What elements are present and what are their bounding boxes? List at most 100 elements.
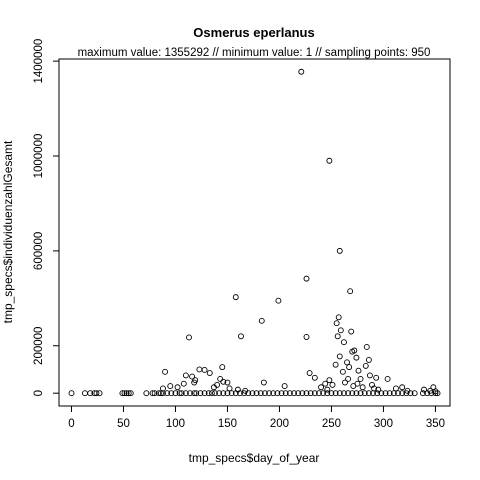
data-point — [344, 359, 351, 366]
data-point — [363, 343, 370, 350]
data-point — [359, 384, 366, 391]
data-point — [357, 390, 364, 397]
data-point — [411, 390, 418, 397]
data-point — [334, 333, 341, 340]
data-point — [339, 368, 346, 375]
data-point — [167, 383, 174, 390]
data-point — [332, 390, 339, 397]
data-point — [123, 390, 130, 397]
data-point — [178, 390, 185, 397]
data-point — [399, 384, 406, 391]
data-point — [370, 390, 376, 397]
y-tick-label: 200000 — [33, 327, 45, 365]
data-point — [307, 390, 314, 397]
x-tick-label: 300 — [374, 418, 393, 430]
data-point — [326, 377, 333, 384]
data-point — [303, 390, 310, 397]
data-point — [332, 361, 339, 368]
data-point — [260, 379, 267, 386]
data-point — [432, 390, 439, 397]
data-point — [318, 384, 325, 391]
y-tick-label: 600000 — [33, 232, 45, 270]
data-point — [68, 390, 75, 397]
data-point — [306, 370, 313, 376]
data-point — [249, 390, 256, 397]
data-point — [345, 390, 352, 397]
data-point — [278, 390, 285, 397]
data-point — [206, 370, 213, 376]
data-point — [349, 390, 356, 397]
data-point — [151, 390, 158, 397]
data-point — [348, 328, 355, 335]
data-point — [336, 353, 343, 360]
data-point — [326, 157, 333, 164]
data-point — [384, 376, 391, 382]
y-tick-label: 0 — [33, 390, 45, 396]
y-tick-label: 1000000 — [33, 134, 45, 179]
data-point — [208, 390, 215, 397]
data-point — [299, 390, 306, 397]
y-tick-label: 1400000 — [33, 39, 45, 84]
data-point — [220, 390, 227, 397]
data-point — [197, 390, 204, 397]
x-axis: 0 50 100 150 200 250 300 350 — [68, 405, 445, 430]
data-point — [324, 390, 331, 397]
data-point — [241, 390, 248, 397]
data-point — [428, 390, 435, 397]
data-point — [162, 368, 169, 375]
data-point — [354, 380, 361, 387]
data-point — [346, 364, 353, 371]
data-point — [324, 386, 331, 393]
data-point — [286, 390, 293, 397]
x-axis-label: tmp_specs$day_of_year — [189, 451, 320, 465]
data-point — [316, 390, 322, 397]
data-point — [210, 384, 217, 391]
data-point — [336, 390, 343, 397]
chart-subtitle: maximum value: 1355292 // minimum value:… — [78, 47, 431, 59]
data-point — [399, 390, 406, 397]
data-point — [160, 390, 166, 397]
x-tick-label: 0 — [68, 418, 74, 430]
data-point — [127, 390, 134, 397]
data-point — [420, 390, 426, 397]
data-point — [378, 390, 385, 397]
data-point — [340, 339, 347, 346]
data-point — [176, 390, 183, 397]
data-point — [205, 390, 212, 397]
data-point — [424, 390, 431, 397]
data-point — [374, 390, 381, 397]
data-point — [281, 383, 288, 390]
data-point — [311, 374, 318, 381]
data-point — [365, 357, 372, 363]
data-point — [224, 390, 231, 397]
data-point — [353, 354, 360, 361]
y-axis-label: tmp_specs$individuenzahlGesamt — [1, 140, 15, 323]
data-point — [362, 362, 369, 369]
data-point — [274, 390, 281, 397]
data-point — [232, 294, 239, 301]
data-point — [180, 380, 187, 387]
data-point — [322, 380, 329, 387]
data-point — [201, 390, 208, 397]
data-point — [226, 385, 233, 392]
data-point — [253, 390, 260, 397]
data-point — [349, 348, 356, 355]
data-point — [93, 390, 100, 397]
x-tick-label: 250 — [322, 418, 341, 430]
data-point — [182, 372, 189, 379]
data-point — [228, 390, 235, 397]
data-point — [361, 390, 368, 397]
data-point — [335, 314, 342, 321]
data-point — [157, 390, 164, 397]
data-point — [270, 390, 277, 397]
data-point — [182, 390, 189, 397]
data-point — [121, 390, 128, 397]
x-tick-label: 350 — [426, 418, 445, 430]
data-point — [187, 390, 193, 397]
data-point — [395, 390, 401, 397]
data-point — [366, 372, 373, 379]
data-point — [336, 247, 343, 254]
data-point — [168, 390, 175, 397]
data-point — [337, 327, 344, 334]
